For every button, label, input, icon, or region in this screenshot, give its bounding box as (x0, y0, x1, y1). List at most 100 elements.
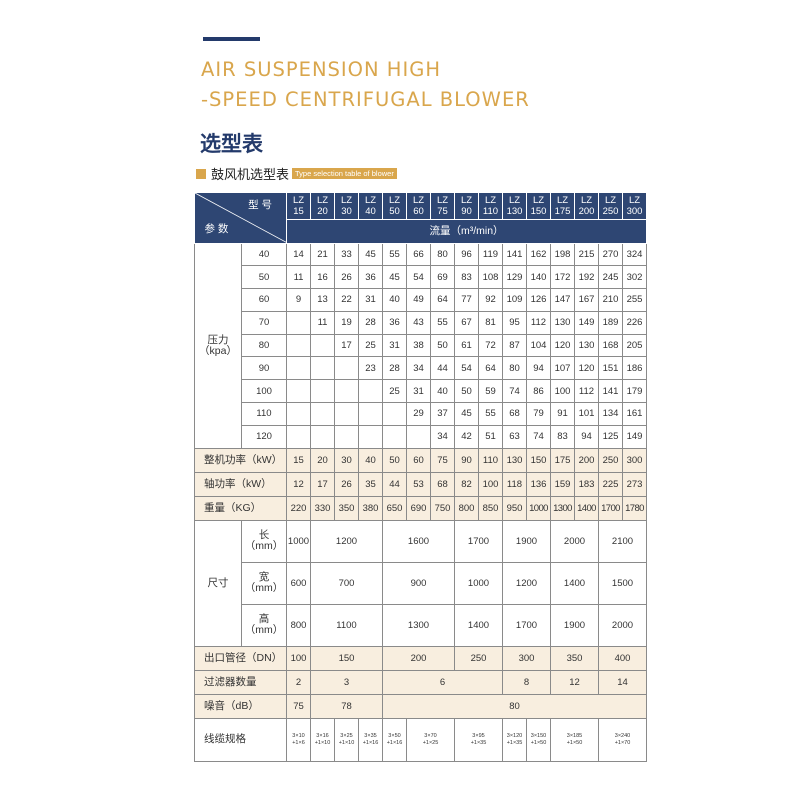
flow-cell: 83 (550, 424, 575, 449)
flow-cell: 141 (502, 242, 527, 267)
model-header: LZ 175 (550, 193, 575, 220)
model-label: 型 号 (248, 199, 272, 211)
dimension-cell: 800 (286, 603, 311, 647)
spec-cell: 15 (286, 447, 311, 473)
flow-cell: 151 (598, 356, 623, 381)
flow-cell: 172 (550, 265, 575, 290)
spec-cell: 130 (502, 447, 527, 473)
spec-row: 轴功率（kW） 12 17 26 35 44 53 68 82 100 118 136 159 183 22… (194, 471, 647, 497)
flow-cell: 189 (598, 310, 623, 335)
flow-cell: 69 (430, 265, 455, 290)
flow-cell: 149 (622, 424, 647, 449)
flow-cell: 11 (310, 310, 335, 335)
dimension-cell: 2100 (598, 519, 647, 563)
spec-cell: 40 (358, 447, 383, 473)
dimension-cell: 1000 (454, 561, 503, 605)
flow-cell: 50 (454, 379, 479, 404)
merged-cell: 3 (310, 669, 383, 695)
merged-row: 线缆规格 3×10 +1×6 3×16 +1×10 3×25 +1×10 3×35 +1… (194, 717, 647, 762)
dimension-cell: 1900 (550, 603, 599, 647)
cable-cell: 3×25 +1×10 (334, 717, 359, 762)
merged-label: 过滤器数量 (194, 669, 287, 695)
flow-cell (334, 379, 359, 404)
dimension-cell: 1700 (502, 603, 551, 647)
dimension-sub-label: 宽 （mm） (241, 561, 287, 605)
merged-label: 噪音（dB） (194, 693, 287, 719)
flow-cell (286, 424, 311, 449)
spec-cell: 330 (310, 495, 335, 521)
dimension-cell: 600 (286, 561, 311, 605)
flow-cell: 37 (430, 402, 455, 426)
flow-cell: 40 (430, 379, 455, 404)
flow-cell: 54 (406, 265, 431, 290)
dimension-cell: 1300 (382, 603, 455, 647)
page-subtitle: 选型表 (200, 132, 263, 156)
spec-cell: 118 (502, 471, 527, 497)
pressure-value: 50 (241, 265, 287, 290)
model-header: LZ 75 (430, 193, 455, 220)
param-label: 参 数 (204, 222, 229, 235)
spec-cell: 650 (382, 495, 407, 521)
spec-cell: 26 (334, 471, 359, 497)
flow-cell: 42 (454, 424, 479, 449)
flow-cell: 54 (454, 356, 479, 381)
flow-cell: 92 (478, 288, 503, 312)
dimension-cell: 1200 (502, 561, 551, 605)
flow-cell: 40 (382, 288, 407, 312)
pressure-value: 80 (241, 333, 287, 358)
flow-cell: 16 (310, 265, 335, 290)
merged-cell: 150 (310, 645, 383, 671)
spec-cell: 68 (430, 471, 455, 497)
cable-cell: 3×240 +1×70 (598, 717, 647, 762)
flow-cell: 302 (622, 265, 647, 290)
flow-cell: 109 (502, 288, 527, 312)
flow-cell (382, 424, 407, 449)
merged-cell: 12 (550, 669, 599, 695)
spec-cell: 90 (454, 447, 479, 473)
spec-cell: 82 (454, 471, 479, 497)
spec-label: 整机功率（kW） (194, 447, 287, 473)
flow-cell: 134 (598, 402, 623, 426)
spec-cell: 44 (382, 471, 407, 497)
flow-cell: 186 (622, 356, 647, 381)
flow-cell: 33 (334, 242, 359, 267)
flow-cell: 28 (358, 310, 383, 335)
flow-cell: 19 (334, 310, 359, 335)
diagonal-header-cell: 型 号参 数 (194, 193, 287, 244)
model-header: LZ 250 (598, 193, 623, 220)
pressure-value: 120 (241, 424, 287, 449)
flow-cell: 119 (478, 242, 503, 267)
flow-cell: 31 (382, 333, 407, 358)
flow-cell (358, 402, 383, 426)
model-header: LZ 30 (334, 193, 359, 220)
flow-cell: 192 (574, 265, 599, 290)
spec-cell: 380 (358, 495, 383, 521)
spec-cell: 20 (310, 447, 335, 473)
dimension-cell: 1700 (454, 519, 503, 563)
merged-row: 出口管径（DN） 100 150 200 250 300 350 400 (194, 645, 647, 671)
flow-cell: 59 (478, 379, 503, 404)
pressure-label: 压力 （kpa） (194, 242, 242, 449)
dimension-cell: 1100 (310, 603, 383, 647)
cable-cell: 3×70 +1×25 (406, 717, 455, 762)
spec-cell: 220 (286, 495, 311, 521)
page-title: AIR SUSPENSION HIGH -SPEED CENTRIFUGAL B… (201, 58, 530, 111)
flow-cell: 64 (478, 356, 503, 381)
dimension-sub-label: 高 （mm） (241, 603, 287, 647)
merged-cell: 100 (286, 645, 311, 671)
flow-cell: 36 (358, 265, 383, 290)
flow-cell: 104 (526, 333, 551, 358)
flow-cell: 64 (430, 288, 455, 312)
spec-cell: 12 (286, 471, 311, 497)
merged-row: 噪音（dB） 75 78 80 (194, 693, 647, 719)
section-title: 鼓风机选型表 (211, 168, 290, 183)
spec-cell: 159 (550, 471, 575, 497)
pressure-value: 60 (241, 288, 287, 312)
section-heading: 鼓风机选型表 Type selection table of blower (196, 164, 397, 183)
spec-label: 重量（KG） (194, 495, 287, 521)
merged-label: 出口管径（DN） (194, 645, 287, 671)
flow-cell: 44 (430, 356, 455, 381)
dimension-row: 尺寸长 （mm） 1000 1200 1600 1700 1900 2000 2100 (194, 519, 647, 647)
pressure-value: 70 (241, 310, 287, 335)
flow-cell: 215 (574, 242, 599, 267)
